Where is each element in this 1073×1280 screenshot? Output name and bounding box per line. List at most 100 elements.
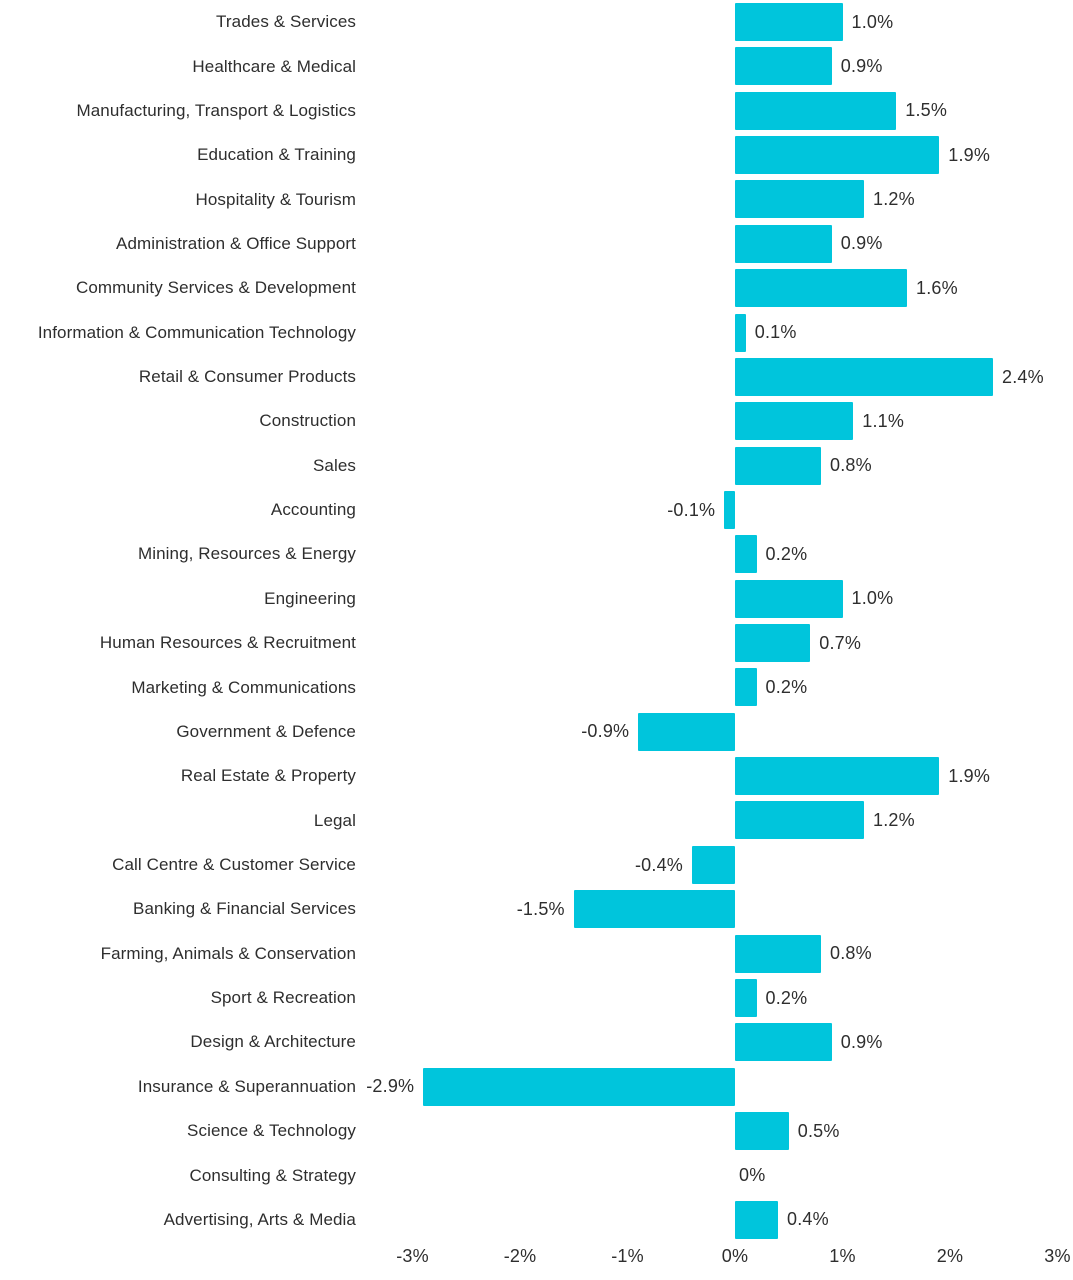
- plot-area: -1.5%: [370, 887, 1073, 931]
- bar: [724, 490, 735, 529]
- bar-row: Design & Architecture 0.9%: [0, 1020, 1073, 1064]
- value-label: 0.2%: [765, 543, 808, 564]
- value-label: -0.4%: [634, 854, 683, 875]
- bar-row: Sport & Recreation 0.2%: [0, 976, 1073, 1020]
- bar-row: Marketing & Communications 0.2%: [0, 665, 1073, 709]
- bar-rows: Trades & Services 1.0% Healthcare & Medica…: [0, 0, 1073, 1239]
- axis-tick-label: 2%: [936, 1246, 964, 1266]
- plot-area: 0.2%: [370, 976, 1073, 1020]
- value-label: 1.2%: [873, 810, 915, 831]
- plot-area: 1.1%: [370, 399, 1073, 443]
- category-label: Marketing & Communications: [131, 677, 356, 697]
- bar-row: Call Centre & Customer Service -0.4%: [0, 843, 1073, 887]
- bar: [735, 757, 940, 796]
- category-label: Sales: [312, 455, 356, 475]
- axis-tick-label: -3%: [396, 1246, 429, 1266]
- plot-area: 0.2%: [370, 532, 1073, 576]
- bar-row: Retail & Consumer Products 2.4%: [0, 355, 1073, 399]
- bar: [735, 47, 832, 86]
- bar-row: Legal 1.2%: [0, 798, 1073, 842]
- plot-area: 1.6%: [370, 266, 1073, 310]
- value-label: 1.0%: [851, 11, 894, 32]
- plot-area: 0.9%: [370, 1020, 1073, 1064]
- value-label: 0.8%: [830, 943, 872, 964]
- plot-area: 1.2%: [370, 798, 1073, 842]
- category-label: Consulting & Strategy: [189, 1165, 356, 1185]
- bar: [735, 313, 746, 352]
- plot-area: 1.0%: [370, 577, 1073, 621]
- bar-row: Sales 0.8%: [0, 444, 1073, 488]
- category-label: Construction: [259, 411, 356, 431]
- category-label: Human Resources & Recruitment: [99, 633, 356, 653]
- category-label: Real Estate & Property: [180, 766, 356, 786]
- value-label: 0.7%: [819, 632, 862, 653]
- axis-tick-label: 1%: [829, 1246, 856, 1266]
- bar-row: Consulting & Strategy 0%: [0, 1153, 1073, 1197]
- plot-area: -0.9%: [370, 710, 1073, 754]
- value-label: 0.8%: [830, 455, 872, 476]
- bar-row: Trades & Services 1.0%: [0, 0, 1073, 44]
- bar-row: Construction 1.1%: [0, 399, 1073, 443]
- bar-row: Hospitality & Tourism 1.2%: [0, 177, 1073, 221]
- bar: [423, 1067, 735, 1106]
- bar-row: Administration & Office Support 0.9%: [0, 222, 1073, 266]
- bar-row: Real Estate & Property 1.9%: [0, 754, 1073, 798]
- plot-area: 1.2%: [370, 177, 1073, 221]
- category-label: Healthcare & Medical: [192, 56, 356, 76]
- plot-area: 0.8%: [370, 444, 1073, 488]
- plot-area: -0.4%: [370, 843, 1073, 887]
- category-label: Information & Communication Technology: [37, 322, 356, 342]
- bar: [735, 1200, 778, 1239]
- bar: [735, 668, 757, 707]
- value-label: 0.9%: [840, 1031, 883, 1052]
- value-label: 0.9%: [840, 233, 883, 254]
- bar: [735, 934, 821, 973]
- bar: [735, 624, 811, 663]
- bar-row: Community Services & Development 1.6%: [0, 266, 1073, 310]
- bar: [735, 1023, 832, 1062]
- bar-row: Banking & Financial Services -1.5%: [0, 887, 1073, 931]
- bar-row: Science & Technology 0.5%: [0, 1109, 1073, 1153]
- value-label: 1.1%: [862, 410, 905, 431]
- bar-row: Accounting -0.1%: [0, 488, 1073, 532]
- category-label: Trades & Services: [216, 12, 356, 32]
- category-label: Call Centre & Customer Service: [112, 855, 356, 874]
- bar-row: Farming, Animals & Conservation 0.8%: [0, 932, 1073, 976]
- category-label: Mining, Resources & Energy: [137, 544, 356, 564]
- category-label: Administration & Office Support: [116, 233, 356, 253]
- bar: [735, 402, 854, 441]
- category-label: Sport & Recreation: [210, 988, 356, 1008]
- plot-area: 1.9%: [370, 754, 1073, 798]
- axis-tick-label: -1%: [611, 1246, 644, 1266]
- bar: [735, 91, 897, 130]
- value-label: 1.9%: [948, 765, 991, 786]
- category-label: Insurance & Superannuation: [137, 1076, 356, 1096]
- bar: [735, 579, 843, 618]
- value-label: 1.5%: [905, 100, 948, 121]
- value-label: 0.1%: [754, 322, 797, 343]
- category-label: Banking & Financial Services: [133, 899, 356, 919]
- x-axis: -3% -2% -1% 0% 1% 2% 3%: [370, 1246, 1073, 1280]
- plot-area: 1.5%: [370, 89, 1073, 133]
- value-label: 1.0%: [851, 588, 894, 609]
- plot-area: 0.5%: [370, 1109, 1073, 1153]
- category-label: Government & Defence: [176, 721, 356, 741]
- value-label: 0.2%: [765, 677, 808, 698]
- bar: [638, 712, 735, 751]
- value-label: -0.9%: [581, 721, 630, 742]
- plot-area: -0.1%: [370, 488, 1073, 532]
- bar-row: Human Resources & Recruitment 0.7%: [0, 621, 1073, 665]
- bar-row: Insurance & Superannuation -2.9%: [0, 1065, 1073, 1109]
- value-label: 2.4%: [1002, 366, 1044, 387]
- category-label: Accounting: [270, 500, 356, 520]
- value-label: 1.2%: [873, 189, 915, 210]
- bar: [692, 845, 735, 884]
- value-label: 0.4%: [787, 1209, 829, 1230]
- bar-row: Healthcare & Medical 0.9%: [0, 44, 1073, 88]
- value-label: -1.5%: [516, 898, 565, 919]
- plot-area: 1.9%: [370, 133, 1073, 177]
- value-label: -2.9%: [366, 1076, 415, 1097]
- plot-area: 2.4%: [370, 355, 1073, 399]
- category-label: Education & Training: [197, 145, 356, 165]
